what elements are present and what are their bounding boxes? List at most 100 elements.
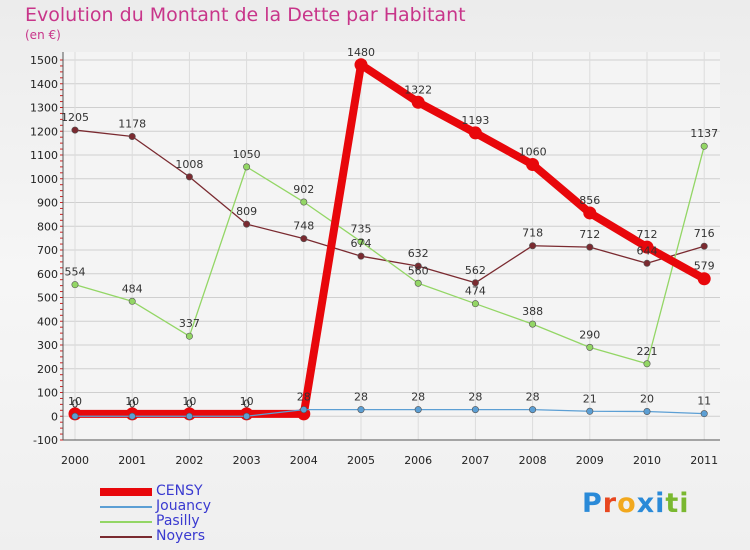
y-tick-label: 100 bbox=[37, 387, 58, 400]
data-label-pasilly: 1050 bbox=[233, 148, 261, 161]
logo-letter: x bbox=[636, 488, 656, 519]
data-label-jouancy: 0 bbox=[243, 397, 250, 410]
data-point-jouancy bbox=[586, 407, 594, 415]
data-label-noyers: 1178 bbox=[118, 117, 146, 130]
data-label-jouancy: 0 bbox=[186, 397, 193, 410]
data-point-noyers bbox=[643, 259, 651, 267]
data-point-pasilly bbox=[357, 238, 365, 246]
data-label-pasilly: 735 bbox=[351, 223, 372, 236]
data-label-pasilly: 902 bbox=[293, 183, 314, 196]
data-label-censy: 1193 bbox=[461, 114, 489, 127]
x-tick-label: 2000 bbox=[61, 454, 89, 467]
data-label-pasilly: 1137 bbox=[690, 127, 718, 140]
data-label-noyers: 809 bbox=[236, 205, 257, 218]
x-tick-label: 2001 bbox=[118, 454, 146, 467]
data-label-noyers: 644 bbox=[637, 244, 658, 257]
data-label-censy: 712 bbox=[637, 228, 658, 241]
legend-swatch bbox=[100, 488, 152, 496]
data-point-pasilly bbox=[300, 198, 308, 206]
data-point-noyers bbox=[300, 235, 308, 243]
y-tick-label: 1200 bbox=[30, 125, 58, 138]
data-label-jouancy: 28 bbox=[526, 391, 540, 404]
x-tick-label: 2002 bbox=[175, 454, 203, 467]
data-label-pasilly: 554 bbox=[65, 266, 86, 279]
y-tick-label: 900 bbox=[37, 197, 58, 210]
y-tick-label: 1500 bbox=[30, 54, 58, 67]
x-tick-label: 2007 bbox=[461, 454, 489, 467]
data-label-pasilly: 560 bbox=[408, 264, 429, 277]
y-tick-label: 1300 bbox=[30, 102, 58, 115]
data-point-pasilly bbox=[128, 297, 136, 305]
data-label-noyers: 632 bbox=[408, 247, 429, 260]
data-label-pasilly: 484 bbox=[122, 282, 143, 295]
data-label-pasilly: 474 bbox=[465, 285, 486, 298]
data-label-censy: 1060 bbox=[519, 146, 547, 159]
data-point-jouancy bbox=[243, 412, 251, 420]
data-point-pasilly bbox=[185, 332, 193, 340]
legend-swatch bbox=[100, 506, 152, 508]
logo-letter: P bbox=[582, 488, 603, 519]
data-point-noyers bbox=[357, 252, 365, 260]
x-tick-label: 2011 bbox=[690, 454, 718, 467]
data-label-censy: 10 bbox=[182, 395, 196, 408]
x-tick-label: 2010 bbox=[633, 454, 661, 467]
data-point-pasilly bbox=[471, 300, 479, 308]
data-label-noyers: 748 bbox=[293, 220, 314, 233]
data-label-censy: 1322 bbox=[404, 83, 432, 96]
x-tick-label: 2005 bbox=[347, 454, 375, 467]
data-label-pasilly: 221 bbox=[637, 345, 658, 358]
y-tick-label: 1000 bbox=[30, 173, 58, 186]
legend-label: CENSY bbox=[156, 483, 203, 499]
data-label-jouancy: 11 bbox=[697, 395, 711, 408]
series-line-censy bbox=[71, 60, 709, 418]
data-point-jouancy bbox=[643, 407, 651, 415]
data-point-censy bbox=[468, 126, 482, 140]
x-tick-label: 2009 bbox=[576, 454, 604, 467]
data-labels: 10 10 10 10 1480 1322 1193 1060 856 712 579 0 0 0 0 28 2… bbox=[61, 46, 718, 411]
logo-letter: o bbox=[617, 488, 637, 519]
data-label-noyers: 1008 bbox=[175, 158, 203, 171]
y-tick-label: 400 bbox=[37, 315, 58, 328]
y-tick-label: 300 bbox=[37, 339, 58, 352]
data-point-noyers bbox=[128, 132, 136, 140]
x-tick-label: 2004 bbox=[290, 454, 318, 467]
data-point-noyers bbox=[185, 173, 193, 181]
data-point-pasilly bbox=[700, 142, 708, 150]
data-point-jouancy bbox=[300, 406, 308, 414]
data-label-censy: 1480 bbox=[347, 46, 375, 59]
logo-letter: i bbox=[655, 488, 666, 519]
legend-swatch bbox=[100, 521, 152, 523]
data-point-censy bbox=[640, 240, 654, 254]
data-point-jouancy bbox=[185, 412, 193, 420]
data-label-noyers: 712 bbox=[579, 228, 600, 241]
legend-swatch bbox=[100, 536, 152, 538]
data-point-pasilly bbox=[71, 281, 79, 289]
data-label-censy: 10 bbox=[68, 395, 82, 408]
data-point-pasilly bbox=[414, 279, 422, 287]
y-tick-label: 500 bbox=[37, 292, 58, 305]
data-point-jouancy bbox=[529, 406, 537, 414]
data-label-pasilly: 290 bbox=[579, 328, 600, 341]
data-point-censy bbox=[411, 95, 425, 109]
chart-unit: (en €) bbox=[25, 28, 61, 42]
y-tick-label: 200 bbox=[37, 363, 58, 376]
y-tick-label: 0 bbox=[51, 410, 58, 423]
data-label-jouancy: 28 bbox=[354, 391, 368, 404]
series bbox=[68, 58, 711, 421]
data-point-pasilly bbox=[529, 320, 537, 328]
logo-letter: r bbox=[602, 488, 618, 519]
data-label-jouancy: 20 bbox=[640, 393, 654, 406]
x-tick-label: 2008 bbox=[519, 454, 547, 467]
series-line-jouancy bbox=[74, 408, 705, 417]
data-point-censy bbox=[697, 272, 711, 286]
data-point-pasilly bbox=[243, 163, 251, 171]
data-label-censy: 10 bbox=[125, 395, 139, 408]
data-point-jouancy bbox=[471, 406, 479, 414]
proxiti-logo: Proxiti bbox=[582, 488, 690, 519]
data-label-pasilly: 388 bbox=[522, 305, 543, 318]
data-point-noyers bbox=[414, 262, 422, 270]
data-label-noyers: 718 bbox=[522, 227, 543, 240]
data-point-noyers bbox=[471, 279, 479, 287]
data-label-censy: 10 bbox=[240, 395, 254, 408]
y-tick-label: 1100 bbox=[30, 149, 58, 162]
